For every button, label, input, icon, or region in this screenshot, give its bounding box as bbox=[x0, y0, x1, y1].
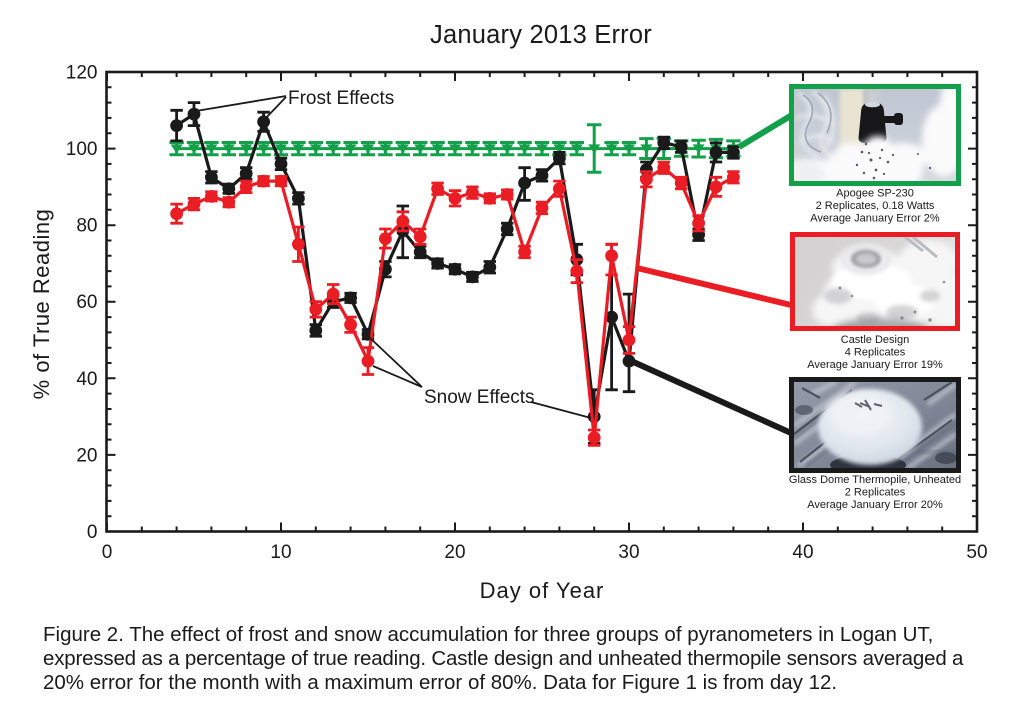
svg-text:Average January Error 19%: Average January Error 19% bbox=[807, 359, 943, 371]
svg-text:120: 120 bbox=[66, 63, 98, 84]
svg-text:2 Replicates: 2 Replicates bbox=[845, 487, 906, 499]
svg-text:10: 10 bbox=[270, 542, 291, 563]
svg-text:Average January Error 2%: Average January Error 2% bbox=[810, 213, 940, 225]
svg-text:Apogee SP-230: Apogee SP-230 bbox=[836, 188, 914, 200]
svg-text:100: 100 bbox=[66, 139, 98, 160]
svg-text:0: 0 bbox=[102, 542, 113, 563]
svg-text:Snow Effects: Snow Effects bbox=[424, 387, 535, 408]
svg-text:expressed as a percentage of t: expressed as a percentage of true readin… bbox=[43, 647, 964, 670]
svg-text:Castle Design: Castle Design bbox=[841, 334, 909, 346]
svg-text:Figure 2. The effect of frost: Figure 2. The effect of frost and snow a… bbox=[43, 623, 933, 646]
svg-text:0: 0 bbox=[87, 522, 98, 543]
svg-text:40: 40 bbox=[76, 369, 97, 390]
svg-text:60: 60 bbox=[76, 292, 97, 313]
svg-text:20% error for the month with a: 20% error for the month with a maximum e… bbox=[43, 671, 837, 694]
svg-text:20: 20 bbox=[444, 542, 465, 563]
svg-text:80: 80 bbox=[76, 216, 97, 237]
svg-text:% of True Reading: % of True Reading bbox=[29, 209, 54, 400]
svg-text:40: 40 bbox=[792, 542, 813, 563]
svg-text:Glass Dome Thermopile, Unheate: Glass Dome Thermopile, Unheated bbox=[789, 474, 961, 486]
svg-text:January 2013 Error: January 2013 Error bbox=[430, 21, 652, 49]
svg-text:20: 20 bbox=[76, 445, 97, 466]
svg-text:50: 50 bbox=[966, 542, 987, 563]
svg-text:30: 30 bbox=[618, 542, 639, 563]
svg-text:Day of Year: Day of Year bbox=[480, 578, 605, 603]
svg-text:4 Replicates: 4 Replicates bbox=[845, 347, 906, 359]
svg-text:Frost Effects: Frost Effects bbox=[288, 88, 394, 109]
svg-text:Average January Error 20%: Average January Error 20% bbox=[807, 499, 943, 511]
svg-text:2 Replicates, 0.18 Watts: 2 Replicates, 0.18 Watts bbox=[816, 200, 935, 212]
